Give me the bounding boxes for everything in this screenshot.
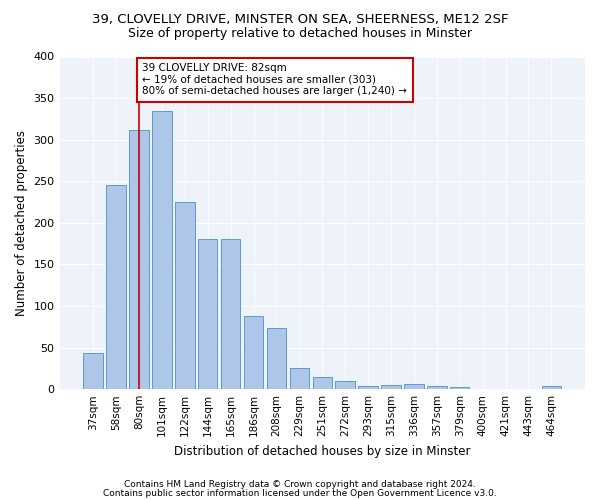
Bar [404,384,424,389]
Text: 39 CLOVELLY DRIVE: 82sqm
← 19% of detached houses are smaller (303)
80% of semi-: 39 CLOVELLY DRIVE: 82sqm ← 19% of detach… [142,63,407,96]
Bar [83,354,103,389]
Text: Contains HM Land Registry data © Crown copyright and database right 2024.: Contains HM Land Registry data © Crown c… [124,480,476,489]
Bar [290,368,309,389]
X-axis label: Distribution of detached houses by size in Minster: Distribution of detached houses by size … [174,444,470,458]
Bar [335,381,355,389]
Bar [450,386,469,389]
Bar [221,240,241,389]
Bar [427,386,446,389]
Bar [175,202,194,389]
Bar [542,386,561,389]
Bar [129,130,149,389]
Bar [267,328,286,389]
Y-axis label: Number of detached properties: Number of detached properties [15,130,28,316]
Bar [313,376,332,389]
Text: 39, CLOVELLY DRIVE, MINSTER ON SEA, SHEERNESS, ME12 2SF: 39, CLOVELLY DRIVE, MINSTER ON SEA, SHEE… [92,12,508,26]
Bar [198,240,217,389]
Text: Size of property relative to detached houses in Minster: Size of property relative to detached ho… [128,28,472,40]
Bar [152,110,172,389]
Text: Contains public sector information licensed under the Open Government Licence v3: Contains public sector information licen… [103,490,497,498]
Bar [381,385,401,389]
Bar [358,386,378,389]
Bar [244,316,263,389]
Bar [106,186,126,389]
